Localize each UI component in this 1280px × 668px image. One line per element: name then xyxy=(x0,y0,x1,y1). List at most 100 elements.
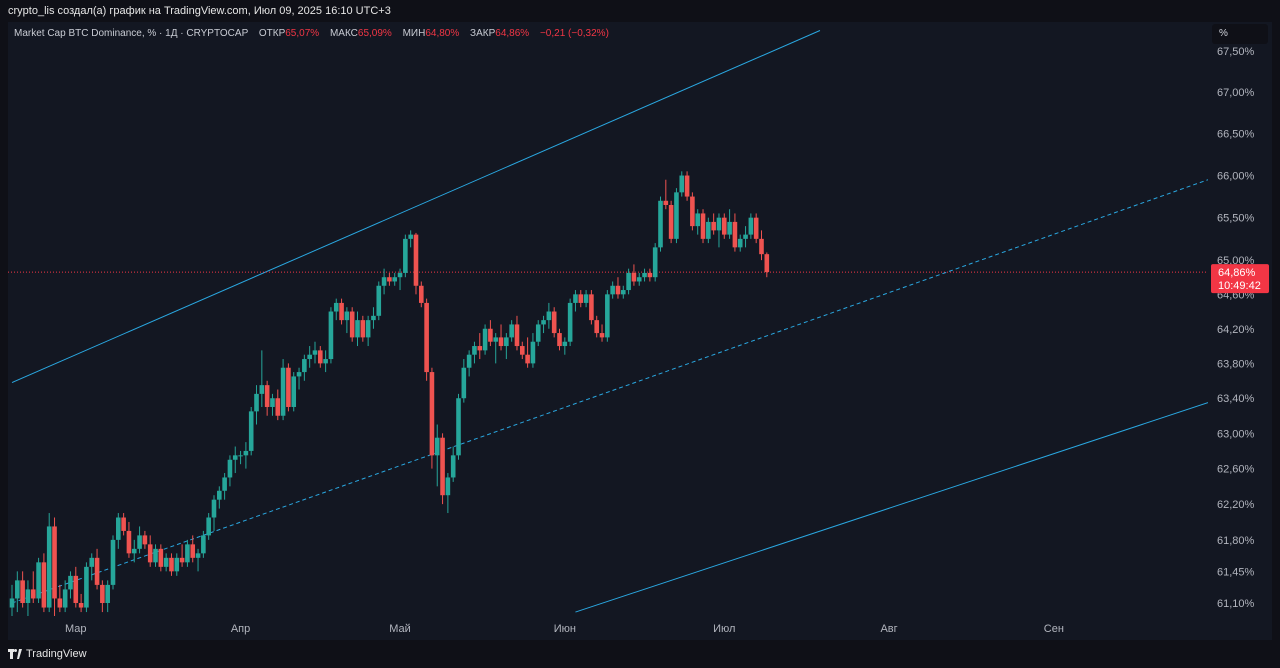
candle-body xyxy=(68,575,73,590)
candle-body xyxy=(153,548,158,563)
candle-body xyxy=(243,450,249,456)
legend-open-label: ОТКР xyxy=(258,28,286,39)
x-axis-tick-label: Сен xyxy=(1044,623,1064,635)
candle-body xyxy=(748,217,754,235)
candle-body xyxy=(578,294,584,303)
candle-body xyxy=(472,346,477,355)
header-bar: crypto_lis создал(а) график на TradingVi… xyxy=(0,0,1280,22)
candle-body xyxy=(589,294,594,321)
candle-body xyxy=(488,328,493,342)
candle-body xyxy=(355,320,360,338)
y-axis-tick-label: 66,00% xyxy=(1217,171,1255,183)
candle-body xyxy=(530,341,536,364)
candle-body xyxy=(525,354,530,364)
candle-body xyxy=(477,346,483,351)
candle-body xyxy=(567,302,573,342)
candle-body xyxy=(25,589,31,603)
y-axis-tick-label: 67,50% xyxy=(1217,46,1255,58)
y-axis-tick-label: 63,80% xyxy=(1217,358,1255,370)
candle-body xyxy=(636,277,642,282)
candle-body xyxy=(493,337,499,342)
candle-body xyxy=(302,359,307,373)
candle-body xyxy=(163,557,169,567)
candle-body xyxy=(535,324,541,342)
candle-body xyxy=(275,398,281,416)
candle-body xyxy=(344,311,350,321)
candle-body xyxy=(100,584,105,603)
last-price-value: 64,86% xyxy=(1218,267,1256,279)
candle-body xyxy=(36,562,41,599)
x-axis-tick-label: Авг xyxy=(880,623,897,635)
x-axis-tick-label: Июн xyxy=(554,623,576,635)
candle-body xyxy=(461,367,467,399)
candle-body xyxy=(514,324,520,347)
candle-body xyxy=(466,354,472,368)
y-axis-tick-label: 61,45% xyxy=(1217,566,1255,578)
candle-body xyxy=(706,221,711,239)
candle-body xyxy=(94,557,100,585)
y-axis-tick-label: 61,80% xyxy=(1217,535,1255,547)
candle-body xyxy=(137,535,142,549)
tradingview-brand: TradingView xyxy=(8,648,87,660)
channel-lower-line xyxy=(575,402,1208,613)
candle-body xyxy=(376,285,382,316)
candle-body xyxy=(185,544,190,563)
candle-body xyxy=(737,238,743,248)
candle-body xyxy=(41,562,47,608)
legend-symbol[interactable]: Market Cap BTC Dominance, % · 1Д · CRYPT… xyxy=(14,28,249,39)
candle-body xyxy=(631,272,637,282)
chart-area[interactable] xyxy=(8,22,1272,640)
symbol-legend: Market Cap BTC Dominance, % · 1Д · CRYPT… xyxy=(14,28,609,39)
candle-body xyxy=(110,539,116,585)
candle-body xyxy=(668,204,674,239)
candle-body xyxy=(519,346,525,355)
candle-body xyxy=(573,294,578,303)
candle-body xyxy=(721,217,727,235)
candle-body xyxy=(248,411,254,451)
legend-high-value: 65,09% xyxy=(357,28,392,39)
candle-body xyxy=(232,455,238,460)
candle-body xyxy=(349,311,355,338)
y-axis-tick-label: 65,50% xyxy=(1217,213,1255,225)
legend-close-value: 64,86% xyxy=(495,28,530,39)
candle-body xyxy=(403,238,408,273)
candle-body xyxy=(663,200,669,205)
candle-body xyxy=(647,272,653,278)
candle-body xyxy=(174,557,180,572)
candle-body xyxy=(365,320,371,338)
x-axis-tick-label: Апр xyxy=(231,623,250,635)
candle-body xyxy=(206,517,211,536)
candle-body xyxy=(482,328,488,351)
candle-body xyxy=(142,535,148,545)
candle-body xyxy=(557,333,562,347)
tradingview-logo-icon xyxy=(8,649,22,659)
candle-body xyxy=(716,217,722,231)
candle-body xyxy=(57,598,63,608)
plot-layer xyxy=(8,30,1208,616)
y-axis-tick-label: 64,20% xyxy=(1217,324,1255,336)
percent-scale-button[interactable]: % xyxy=(1212,24,1268,44)
candle-body xyxy=(9,598,15,608)
candle-body xyxy=(743,234,748,239)
candle-body xyxy=(158,548,164,567)
candle-body xyxy=(20,580,25,603)
candle-body xyxy=(116,517,121,540)
candle-body xyxy=(307,354,312,360)
candle-body xyxy=(52,526,57,599)
candle-body xyxy=(732,221,738,248)
candle-body xyxy=(131,548,137,554)
candle-body xyxy=(360,320,366,338)
candle-body xyxy=(254,393,259,412)
candle-body xyxy=(700,213,706,239)
candle-body xyxy=(546,311,552,321)
candle-body xyxy=(259,385,265,394)
candle-body xyxy=(89,557,95,567)
candle-body xyxy=(626,272,631,291)
candle-body xyxy=(551,311,557,334)
candle-body xyxy=(46,526,52,608)
candle-body xyxy=(227,459,233,478)
candle-body xyxy=(15,580,20,599)
candle-body xyxy=(392,277,398,282)
candle-body xyxy=(753,217,759,239)
